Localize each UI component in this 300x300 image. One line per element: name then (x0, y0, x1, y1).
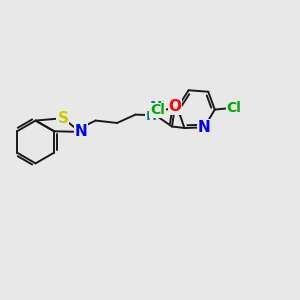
Text: N: N (74, 124, 87, 140)
Text: N: N (198, 120, 211, 135)
Text: Cl: Cl (226, 101, 241, 115)
Text: O: O (169, 99, 182, 114)
Text: N: N (150, 101, 162, 116)
Text: Cl: Cl (150, 103, 165, 118)
Text: H: H (145, 110, 157, 123)
Text: S: S (57, 111, 68, 126)
